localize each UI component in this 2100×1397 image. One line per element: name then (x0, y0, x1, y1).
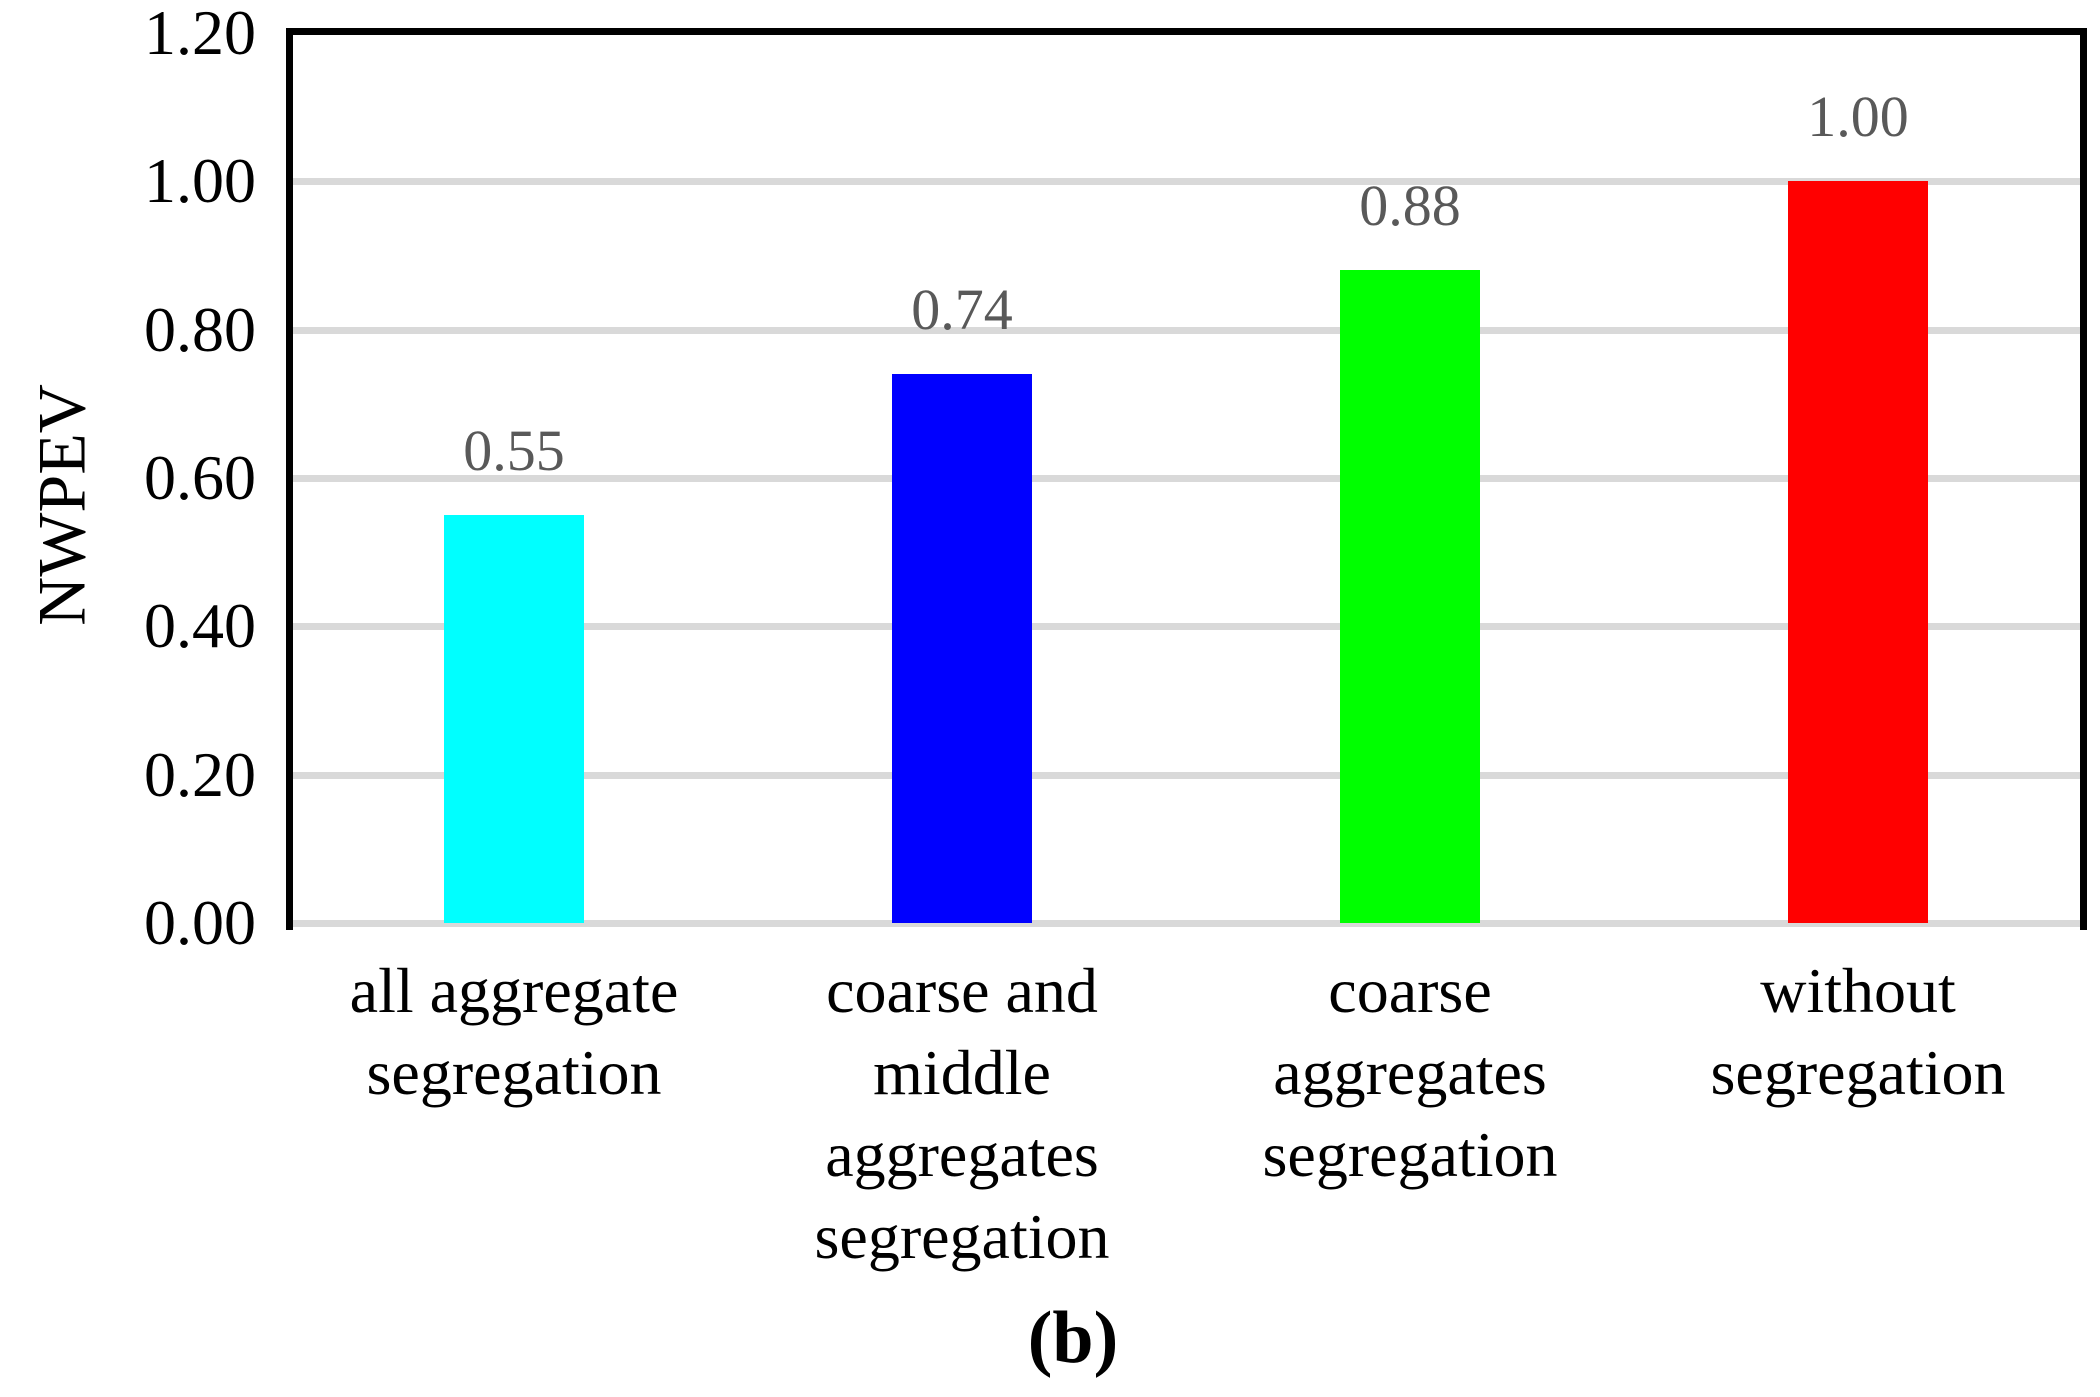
x-category-label-line: aggregates (1273, 1037, 1547, 1108)
bar-2 (892, 374, 1032, 923)
x-category-label-line: all aggregate (349, 955, 679, 1026)
bar-value-label: 0.55 (463, 418, 565, 484)
x-category-label-line: aggregates (825, 1119, 1099, 1190)
y-axis-line (286, 28, 293, 930)
x-category-label-line: coarse and (826, 955, 1098, 1026)
bar-4 (1788, 181, 1928, 923)
y-axis-tick-labels: 0.00 0.20 0.40 0.60 0.80 1.00 1.20 (0, 0, 262, 958)
x-category-label-line: without (1760, 955, 1956, 1026)
y-tick-label: 0.40 (144, 590, 256, 662)
x-category-label-line: segregation (1262, 1119, 1558, 1190)
bar-value-label: 1.00 (1807, 84, 1909, 150)
x-axis-category-labels: all aggregate segregation coarse and middle… (290, 950, 2082, 1310)
bar-1 (444, 515, 584, 923)
plot-area: 0.55 0.74 0.88 1.00 (286, 28, 2087, 930)
y-tick-label: 0.60 (144, 442, 256, 513)
x-category-label-line: segregation (1710, 1037, 2006, 1108)
gridline (290, 920, 2082, 927)
y-tick-label: 0.80 (144, 293, 256, 365)
bar-3 (1340, 270, 1480, 923)
x-category-label: all aggregate segregation (289, 950, 739, 1114)
x-category-label-line: coarse (1328, 955, 1492, 1026)
x-category-label: coarse and middle aggregates segregation (737, 950, 1187, 1278)
bar-value-label: 0.74 (911, 277, 1013, 343)
plot-border-right (2080, 28, 2087, 930)
plot-border-top (286, 28, 2087, 35)
x-category-label: without segregation (1633, 950, 2083, 1114)
figure-caption: (b) (1027, 1297, 1119, 1379)
x-category-label: coarse aggregates segregation (1185, 950, 1635, 1196)
x-category-label-line: segregation (814, 1201, 1110, 1272)
y-tick-label: 1.20 (144, 0, 256, 68)
bar-value-label: 0.88 (1359, 173, 1461, 239)
y-tick-label: 0.00 (144, 887, 256, 958)
y-tick-label: 0.20 (144, 738, 256, 810)
gridline (290, 326, 2082, 334)
gridline (290, 771, 2082, 779)
gridline (290, 623, 2082, 631)
y-tick-label: 1.00 (144, 145, 256, 217)
gridline (290, 178, 2082, 186)
x-category-label-line: middle (873, 1037, 1051, 1108)
x-category-label-line: segregation (366, 1037, 662, 1108)
gridline (290, 475, 2082, 482)
